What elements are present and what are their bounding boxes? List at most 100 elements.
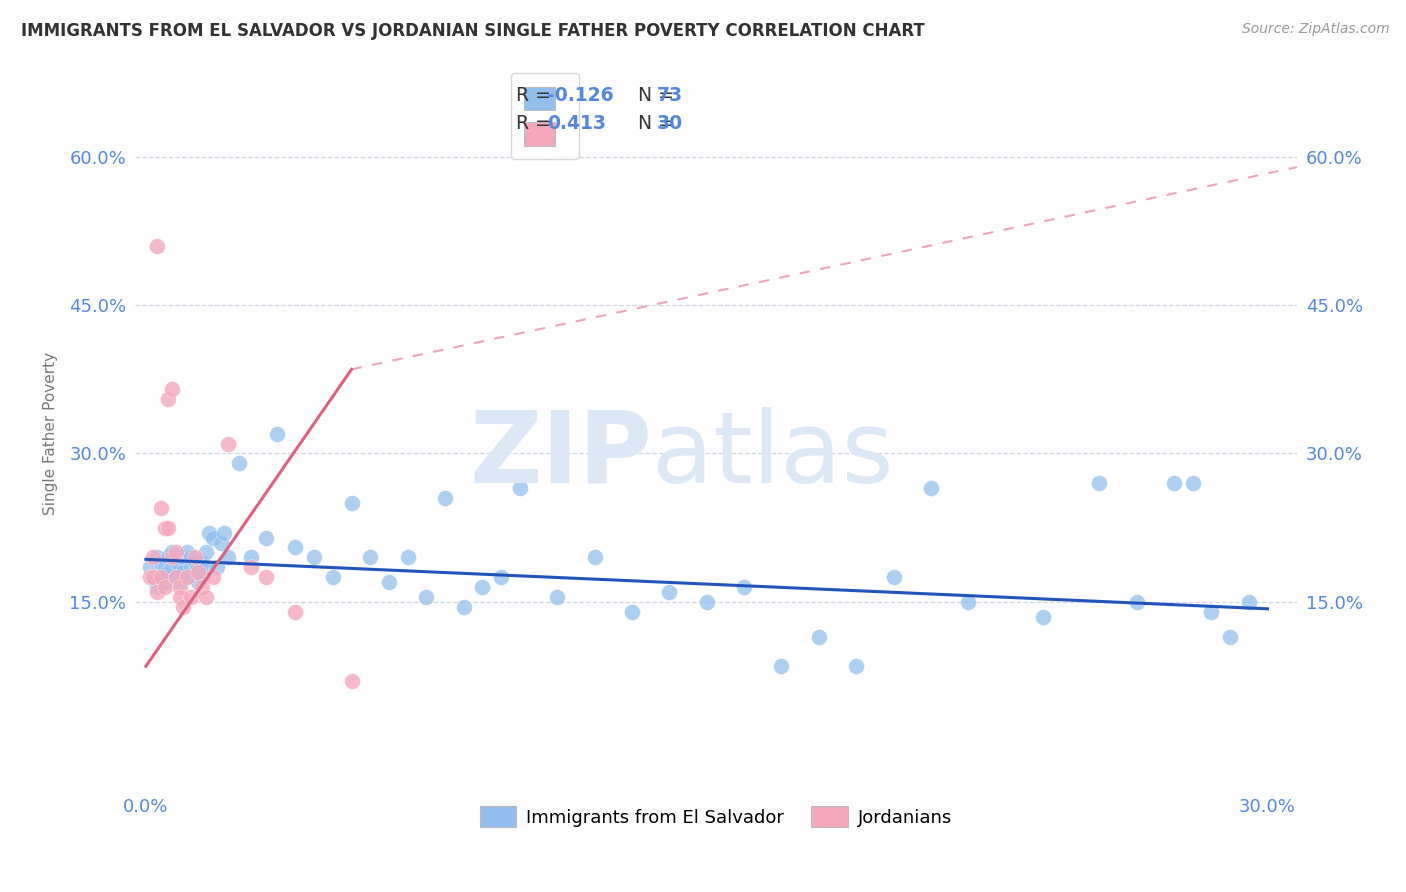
- Text: atlas: atlas: [652, 407, 894, 504]
- Point: [696, 595, 718, 609]
- Point: [239, 560, 262, 574]
- Point: [157, 521, 180, 535]
- Point: [191, 580, 214, 594]
- Point: [172, 550, 194, 565]
- Point: [153, 575, 176, 590]
- Text: N =: N =: [626, 113, 679, 133]
- Text: Source: ZipAtlas.com: Source: ZipAtlas.com: [1241, 22, 1389, 37]
- Point: [149, 555, 172, 569]
- Point: [187, 565, 209, 579]
- Point: [209, 535, 232, 549]
- Point: [1219, 630, 1241, 644]
- Point: [138, 570, 160, 584]
- Point: [142, 550, 165, 565]
- Point: [583, 550, 606, 565]
- Point: [176, 545, 198, 559]
- Text: IMMIGRANTS FROM EL SALVADOR VS JORDANIAN SINGLE FATHER POVERTY CORRELATION CHART: IMMIGRANTS FROM EL SALVADOR VS JORDANIAN…: [21, 22, 925, 40]
- Point: [183, 555, 205, 569]
- Point: [165, 555, 187, 569]
- Point: [191, 555, 214, 569]
- Point: [845, 659, 868, 673]
- Point: [453, 599, 475, 614]
- Point: [169, 580, 191, 594]
- Point: [187, 560, 209, 574]
- Point: [194, 545, 217, 559]
- Point: [180, 590, 202, 604]
- Point: [883, 570, 905, 584]
- Point: [284, 541, 307, 555]
- Point: [254, 531, 277, 545]
- Point: [142, 570, 165, 584]
- Point: [1163, 476, 1185, 491]
- Point: [228, 456, 250, 470]
- Point: [146, 550, 169, 565]
- Point: [509, 481, 531, 495]
- Point: [194, 560, 217, 574]
- Point: [146, 580, 169, 594]
- Text: 0.413: 0.413: [547, 113, 606, 133]
- Point: [266, 426, 288, 441]
- Point: [1201, 605, 1223, 619]
- Point: [157, 550, 180, 565]
- Point: [172, 599, 194, 614]
- Point: [807, 630, 830, 644]
- Point: [415, 590, 437, 604]
- Legend: Immigrants from El Salvador, Jordanians: Immigrants from El Salvador, Jordanians: [472, 799, 960, 834]
- Point: [378, 575, 401, 590]
- Point: [217, 550, 239, 565]
- Point: [254, 570, 277, 584]
- Point: [239, 550, 262, 565]
- Point: [546, 590, 568, 604]
- Point: [160, 550, 183, 565]
- Point: [160, 560, 183, 574]
- Text: N =: N =: [626, 86, 679, 105]
- Point: [340, 496, 363, 510]
- Point: [180, 550, 202, 565]
- Point: [146, 585, 169, 599]
- Point: [180, 560, 202, 574]
- Point: [340, 674, 363, 689]
- Text: R =: R =: [516, 113, 562, 133]
- Point: [165, 545, 187, 559]
- Point: [142, 570, 165, 584]
- Point: [396, 550, 419, 565]
- Point: [169, 560, 191, 574]
- Point: [214, 525, 236, 540]
- Point: [160, 545, 183, 559]
- Point: [149, 500, 172, 515]
- Point: [176, 570, 198, 584]
- Point: [284, 605, 307, 619]
- Point: [160, 382, 183, 396]
- Point: [920, 481, 942, 495]
- Point: [302, 550, 325, 565]
- Point: [1181, 476, 1204, 491]
- Point: [183, 550, 205, 565]
- Point: [165, 570, 187, 584]
- Point: [1088, 476, 1111, 491]
- Point: [471, 580, 494, 594]
- Point: [198, 525, 221, 540]
- Text: -0.126: -0.126: [547, 86, 613, 105]
- Point: [153, 521, 176, 535]
- Point: [169, 590, 191, 604]
- Y-axis label: Single Father Poverty: Single Father Poverty: [44, 352, 58, 516]
- Point: [1125, 595, 1147, 609]
- Point: [434, 491, 457, 505]
- Point: [172, 565, 194, 579]
- Point: [138, 560, 160, 574]
- Point: [770, 659, 793, 673]
- Text: ZIP: ZIP: [470, 407, 652, 504]
- Point: [169, 575, 191, 590]
- Point: [359, 550, 381, 565]
- Point: [194, 590, 217, 604]
- Point: [202, 531, 225, 545]
- Point: [157, 392, 180, 406]
- Point: [183, 565, 205, 579]
- Point: [165, 570, 187, 584]
- Point: [176, 570, 198, 584]
- Point: [153, 580, 176, 594]
- Text: 73: 73: [657, 86, 683, 105]
- Point: [957, 595, 980, 609]
- Point: [153, 560, 176, 574]
- Point: [217, 436, 239, 450]
